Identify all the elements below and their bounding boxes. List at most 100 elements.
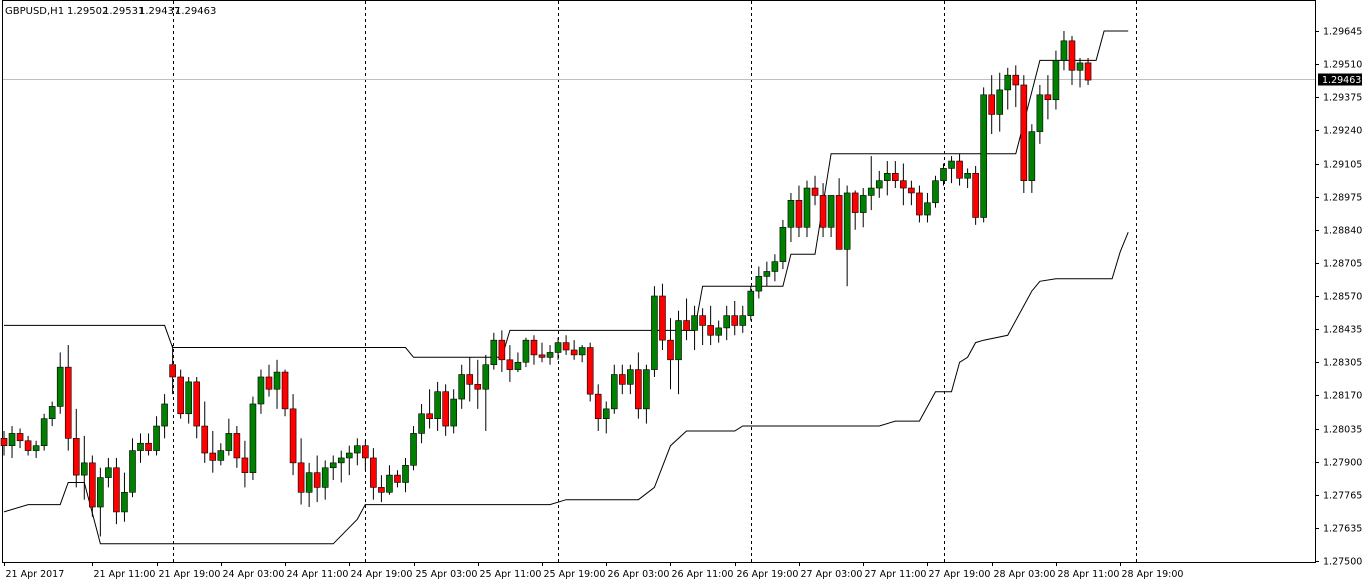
candle-body bbox=[56, 366, 64, 407]
candle-body bbox=[40, 418, 48, 446]
y-tick-label: 1.28305 bbox=[1323, 358, 1362, 369]
candle-64 bbox=[514, 352, 522, 373]
candle-30 bbox=[241, 440, 249, 488]
candle-body bbox=[1060, 40, 1068, 61]
y-tick-label: 1.27635 bbox=[1323, 524, 1362, 535]
candle-body bbox=[32, 445, 40, 451]
candle-body bbox=[402, 465, 409, 483]
candle-body bbox=[233, 433, 241, 459]
candle-122 bbox=[980, 87, 987, 223]
candle-body bbox=[16, 433, 24, 442]
candle-85 bbox=[683, 298, 690, 341]
candle-46 bbox=[370, 448, 377, 500]
candle-59 bbox=[474, 359, 482, 409]
candle-body bbox=[281, 371, 289, 410]
price-axis: 1.29645 1.29510 1.29375 1.29240 1.29105 1.289… bbox=[1315, 27, 1362, 568]
candle-65 bbox=[522, 337, 530, 368]
y-tick-label: 1.27500 bbox=[1323, 557, 1362, 568]
candle-body bbox=[1012, 74, 1020, 86]
header-low: 1.29437 bbox=[139, 6, 180, 17]
candle-body bbox=[627, 369, 634, 385]
candle-101 bbox=[811, 175, 819, 206]
candle-24 bbox=[193, 376, 201, 439]
candle-body bbox=[932, 180, 939, 204]
candle-body bbox=[418, 413, 425, 434]
candle-66 bbox=[530, 335, 538, 365]
candle-1 bbox=[8, 426, 16, 458]
candle-body bbox=[426, 413, 433, 419]
candle-121 bbox=[972, 165, 979, 225]
y-tick-label: 1.27765 bbox=[1323, 491, 1362, 502]
candle-body bbox=[651, 295, 658, 370]
candle-91 bbox=[731, 300, 739, 336]
candle-70 bbox=[562, 335, 570, 355]
candle-19 bbox=[153, 416, 160, 456]
candle-body bbox=[635, 369, 642, 410]
candle-body bbox=[1028, 131, 1036, 181]
candle-body bbox=[386, 474, 393, 493]
candle-body bbox=[827, 195, 835, 228]
candle-55 bbox=[442, 384, 449, 436]
candle-body bbox=[129, 450, 136, 493]
candle-body bbox=[779, 226, 787, 262]
candle-110 bbox=[883, 161, 891, 196]
candle-body bbox=[121, 491, 128, 513]
candle-54 bbox=[434, 381, 441, 431]
candle-74 bbox=[594, 384, 602, 431]
candle-109 bbox=[875, 170, 883, 198]
header-close: 1.29463 bbox=[175, 6, 216, 17]
candle-body bbox=[72, 438, 80, 476]
candle-126 bbox=[1012, 65, 1020, 108]
candle-body bbox=[988, 94, 995, 115]
candle-95 bbox=[763, 261, 771, 287]
candle-body bbox=[410, 433, 417, 466]
candle-body bbox=[265, 376, 273, 390]
candle-105 bbox=[843, 185, 851, 287]
candle-body bbox=[201, 425, 209, 454]
candle-37 bbox=[297, 438, 305, 505]
candle-body bbox=[562, 342, 570, 351]
candle-body bbox=[145, 442, 152, 451]
candle-78 bbox=[627, 364, 634, 395]
candle-27 bbox=[217, 443, 225, 466]
x-tick-label: 28 Apr 03:00 bbox=[994, 569, 1056, 580]
candle-11 bbox=[89, 455, 96, 517]
candle-61 bbox=[490, 332, 498, 370]
candle-52 bbox=[418, 403, 425, 444]
candle-4 bbox=[32, 440, 40, 458]
candle-92 bbox=[739, 305, 747, 333]
candle-body bbox=[747, 290, 755, 316]
candle-body bbox=[370, 457, 377, 488]
candle-body bbox=[321, 467, 329, 488]
candle-20 bbox=[161, 394, 168, 439]
candle-13 bbox=[105, 457, 112, 488]
candle-body bbox=[803, 187, 811, 228]
candle-82 bbox=[659, 283, 666, 350]
candle-body bbox=[892, 173, 899, 181]
y-tick-label: 1.28035 bbox=[1323, 425, 1362, 436]
candle-body bbox=[699, 315, 706, 326]
candle-body bbox=[362, 445, 369, 459]
x-tick-label: 25 Apr 11:00 bbox=[480, 569, 542, 580]
candle-81 bbox=[651, 286, 658, 377]
candle-99 bbox=[795, 185, 803, 238]
candle-body bbox=[209, 452, 217, 461]
candle-71 bbox=[570, 340, 578, 360]
candle-102 bbox=[819, 183, 827, 238]
candle-119 bbox=[956, 153, 963, 186]
x-tick-label: 25 Apr 19:00 bbox=[544, 569, 606, 580]
candle-body bbox=[337, 457, 345, 464]
candle-115 bbox=[924, 192, 931, 223]
candle-134 bbox=[1076, 57, 1084, 88]
candle-body bbox=[586, 347, 594, 395]
candle-17 bbox=[137, 433, 144, 463]
header-open: 1.29502 bbox=[67, 6, 108, 17]
y-tick-label: 1.28705 bbox=[1323, 259, 1362, 270]
candle-body bbox=[289, 408, 297, 464]
candle-body bbox=[795, 200, 803, 228]
candle-62 bbox=[498, 330, 506, 373]
x-tick-label: 26 Apr 11:00 bbox=[672, 569, 734, 580]
candle-31 bbox=[249, 396, 257, 481]
candle-body bbox=[490, 339, 498, 366]
